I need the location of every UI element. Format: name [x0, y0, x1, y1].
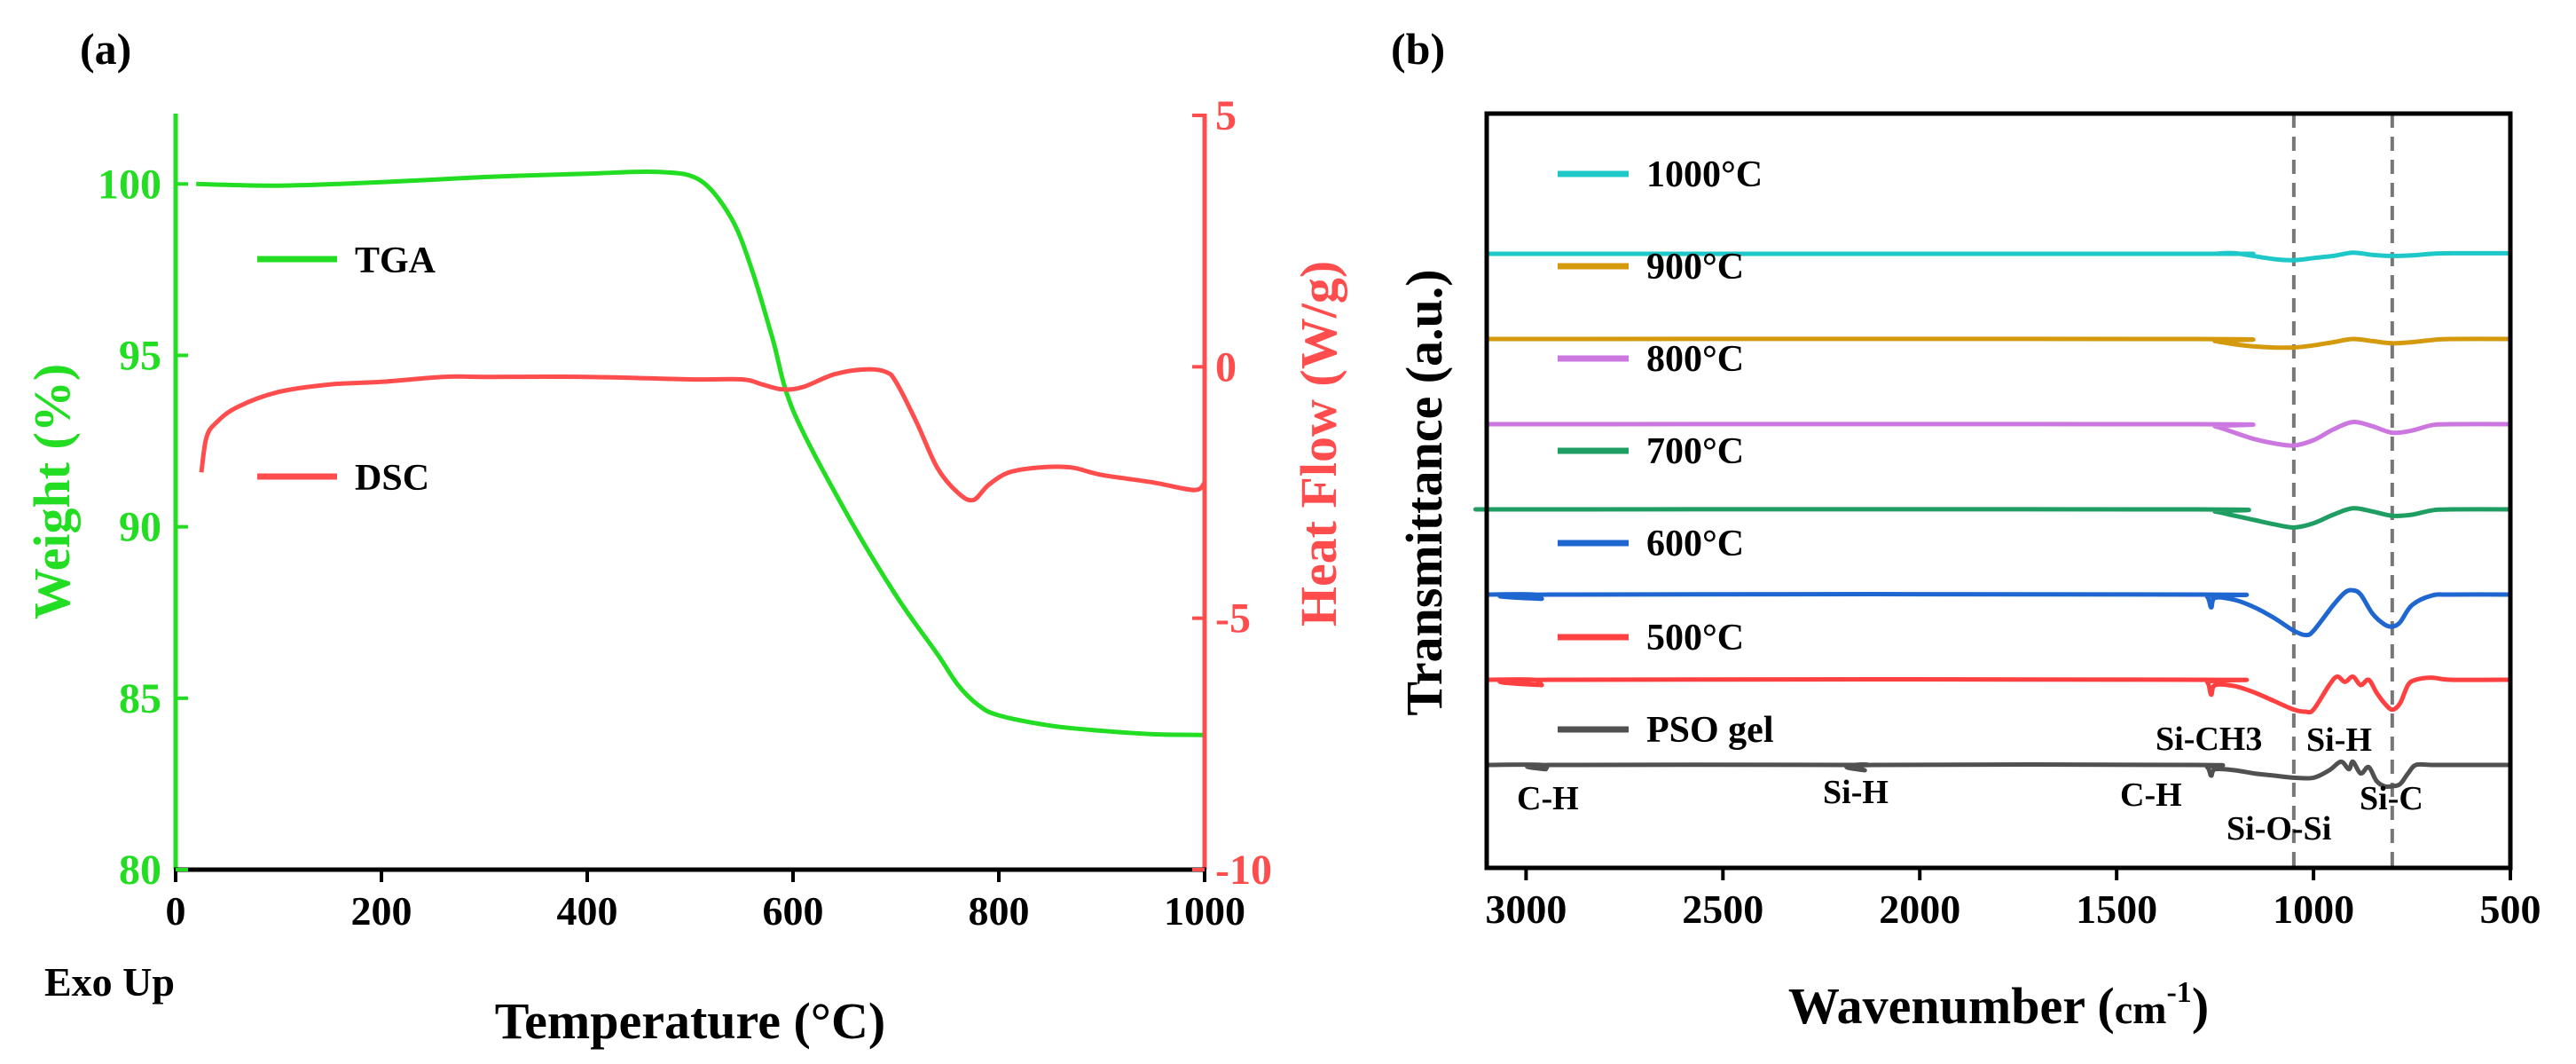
x-tick-label: 0	[166, 888, 186, 934]
spectrum-line	[1486, 336, 2511, 351]
panel-b-annotations: C-H Si-H C-H Si-CH3 Si-H Si-O-Si Si-C	[1517, 721, 2423, 847]
panel-b-frame	[1484, 111, 2513, 871]
annotation-sih-2: Si-H	[2306, 721, 2372, 759]
panel-b-x-ticks: 3000 2500 2000 1500 1000 500	[1485, 868, 2541, 932]
spectrum-line	[1486, 587, 2511, 638]
annotation-sic: Si-C	[2360, 780, 2423, 817]
legend-label: PSO gel	[1646, 710, 1774, 751]
panel-a-plot-area	[196, 169, 1206, 737]
left-tick-label: 100	[98, 161, 161, 208]
annotation-sich3: Si-CH3	[2156, 721, 2262, 758]
legend-label: 1000°C	[1646, 154, 1763, 195]
right-tick-label: -10	[1215, 847, 1272, 894]
panel-a-x-axis-label: Temperature (°C)	[495, 992, 885, 1050]
x-tick-label: 1000	[1164, 888, 1245, 934]
legend-label: 500°C	[1646, 618, 1744, 658]
annotation-si-o-si: Si-O-Si	[2227, 810, 2331, 847]
legend-label-tga: TGA	[355, 240, 436, 281]
panel-b-x-axis-label: Wavenumber (cm-1)	[1788, 976, 2209, 1035]
panel-b-legend: 1000°C 900°C 800°C 700°C 600°C 500°C PSO gel	[1558, 154, 1774, 751]
x-tick-label: 3000	[1485, 887, 1567, 932]
panel-b-reference-lines	[2291, 114, 2394, 868]
spectrum-line	[1486, 420, 2511, 448]
left-tick-label: 85	[119, 675, 161, 722]
spectrum-line	[1486, 759, 2510, 790]
panel-b-y-axis-label: Transmittance (a.u.)	[1395, 269, 1453, 715]
legend-label: 700°C	[1646, 431, 1744, 472]
x-tick-label: 1500	[2076, 887, 2157, 932]
panel-a-label: (a)	[80, 24, 131, 74]
annotation-ch-2: C-H	[2120, 776, 2182, 814]
annotation-sih-1: Si-H	[1823, 774, 1889, 811]
panel-a-left-ticks: 80 85 90 95 100	[98, 161, 188, 894]
x-tick-label: 400	[557, 888, 618, 934]
right-tick-label: 0	[1215, 343, 1237, 390]
annotation-ch-1: C-H	[1517, 780, 1579, 817]
right-tick-label: 5	[1215, 92, 1237, 139]
panel-a-right-axis-label: Heat Flow (W/g)	[1290, 261, 1347, 627]
x-tick-label: 2000	[1879, 887, 1960, 932]
left-tick-label: 80	[119, 847, 161, 894]
left-tick-label: 95	[119, 332, 161, 379]
panel-b-label: (b)	[1391, 24, 1445, 74]
legend-label-dsc: DSC	[355, 458, 429, 499]
left-tick-label: 90	[119, 504, 161, 551]
spectrum-line	[1486, 674, 2511, 715]
panel-a-x-ticks: 0 200 400 600 800 1000	[166, 870, 1245, 934]
x-tick-label: 1000	[2273, 887, 2354, 932]
legend-label: 600°C	[1646, 524, 1744, 564]
panel-a-tga-dsc: (a) 0 200 400 600 800 1000 80 85 90 95 100 -10 -5 0…	[23, 24, 1347, 1050]
panel-b-ftir: (b) 3000 2500 2000 1500 1000 500 Wavenumber (…	[1391, 24, 2541, 1035]
x-tick-label: 2500	[1682, 887, 1763, 932]
panel-a-left-axis-label: Weight (%)	[23, 364, 81, 619]
spectrum-line	[1473, 506, 2511, 530]
spectrum-line	[1486, 250, 2511, 263]
x-tick-label: 200	[351, 888, 412, 934]
right-tick-label: -5	[1215, 595, 1251, 642]
legend-label: 800°C	[1646, 339, 1744, 380]
exo-up-label: Exo Up	[44, 959, 175, 1005]
panel-b-plot-area	[1473, 250, 2511, 790]
panel-a-legend: TGA DSC	[257, 240, 436, 499]
x-tick-label: 500	[2480, 887, 2541, 932]
panel-a-right-ticks: -10 -5 0 5	[1192, 92, 1272, 894]
series-line-tga	[196, 169, 1206, 737]
x-tick-label: 800	[969, 888, 1030, 934]
series-line-dsc	[199, 366, 1206, 503]
legend-label: 900°C	[1646, 247, 1744, 288]
x-tick-label: 600	[763, 888, 824, 934]
